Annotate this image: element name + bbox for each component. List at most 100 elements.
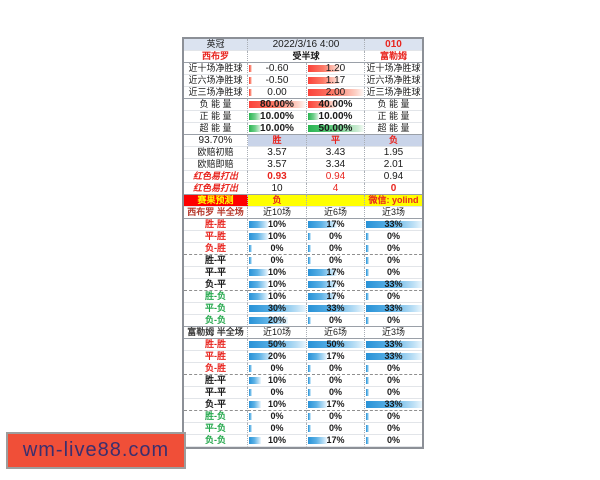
- percent-bar: [249, 401, 261, 408]
- percent-cell-text: 0%: [386, 387, 400, 397]
- percent-bar: [249, 353, 273, 360]
- away-halffull-section: 富勒姆 半全场 近10场 近6场 近3场 胜-胜 50% 50% 33% 平-胜 20% 17% 33…: [184, 327, 422, 447]
- netgoal-away-bar: [308, 65, 343, 72]
- percent-cell: 0%: [365, 243, 422, 255]
- netgoal-away-value: 2.00: [307, 87, 365, 99]
- percent-cell-text: 0%: [386, 231, 400, 241]
- energy-home-bar: [249, 101, 306, 108]
- percent-bar: [249, 281, 269, 288]
- percent-bar: [308, 353, 328, 360]
- outcome-label-text: 负-胜: [205, 243, 226, 253]
- netgoal-away-label: 近六场净胜球: [365, 75, 422, 87]
- percent-bar: [249, 245, 252, 252]
- percent-bar: [249, 389, 252, 396]
- outcome-label: 胜-胜: [184, 339, 248, 351]
- percent-cell: 33%: [307, 303, 365, 315]
- odds-value: 3.57: [248, 159, 307, 171]
- percent-bar: [249, 317, 288, 324]
- col-header-draw-label: 平: [330, 135, 340, 145]
- percent-cell: 0%: [365, 411, 422, 423]
- energy-away-value-text: 40.00%: [318, 99, 353, 110]
- energy-home-value-text: 80.00%: [260, 99, 294, 110]
- percent-cell-text: 33%: [384, 219, 403, 229]
- away-team-name: 富勒姆: [379, 51, 407, 61]
- outcome-label-text: 平-胜: [205, 231, 226, 241]
- percent-bar: [249, 341, 306, 348]
- percent-cell: 0%: [365, 291, 422, 303]
- percent-cell: 0%: [365, 423, 422, 435]
- percent-cell-text: 0%: [328, 363, 342, 373]
- percent-bar: [366, 269, 369, 276]
- energy-home-bar: [249, 113, 261, 120]
- outcome-label: 胜-平: [184, 255, 248, 267]
- energy-away-bar: [308, 125, 364, 132]
- wdl-header-row: 93.70% 胜 平 负: [184, 135, 422, 147]
- outcome-label: 平-胜: [184, 231, 248, 243]
- league-cell: 英冠: [184, 39, 248, 51]
- percent-cell: 0%: [307, 363, 365, 375]
- confidence-value: 93.70%: [198, 135, 233, 146]
- netgoal-away-label-text: 近六场净胜球: [366, 75, 421, 85]
- percent-bar: [366, 401, 422, 408]
- percent-bar: [366, 425, 369, 432]
- percent-bar: [366, 233, 369, 240]
- energy-away-label: 正 能 量: [365, 111, 422, 123]
- netgoal-home-label: 近六场净胜球: [184, 75, 248, 87]
- range-col-header-text: 近6场: [323, 327, 347, 337]
- odds-value-text: 2.01: [383, 159, 404, 170]
- percent-cell-text: 0%: [386, 363, 400, 373]
- outcome-label-text: 胜-胜: [205, 339, 226, 349]
- percent-cell: 10%: [248, 279, 307, 291]
- percent-cell: 0%: [307, 375, 365, 387]
- outcome-label: 平-平: [184, 387, 248, 399]
- percent-bar: [308, 413, 311, 420]
- netgoal-home-label-text: 近六场净胜球: [188, 75, 243, 85]
- percent-cell-text: 0%: [270, 411, 284, 421]
- netgoal-home-bar: [249, 89, 252, 96]
- handicap-label: 受半球: [292, 51, 320, 61]
- energy-away-value-text: 50.00%: [318, 123, 353, 134]
- percent-bar: [308, 437, 328, 444]
- energy-home-value: 10.00%: [248, 123, 307, 135]
- odds-value: 2.01: [365, 159, 422, 171]
- percent-cell: 17%: [307, 351, 365, 363]
- netgoal-away-bar: [308, 77, 342, 84]
- percent-cell-text: 0%: [386, 315, 400, 325]
- percent-cell-text: 33%: [384, 303, 403, 313]
- energy-home-value: 10.00%: [248, 111, 307, 123]
- outcome-label-text: 胜-平: [205, 375, 226, 385]
- prediction-row: 赛果预测 负 微信: yolind: [184, 195, 422, 207]
- percent-cell-text: 33%: [326, 303, 345, 313]
- percent-bar: [249, 269, 269, 276]
- confidence-cell: 93.70%: [184, 135, 248, 147]
- range-col-header: 近3场: [365, 207, 422, 219]
- prediction-table: 英冠 2022/3/16 4:00 010 西布罗 受半球 富勒姆 近十场净胜球…: [182, 37, 424, 449]
- watermark-text: wm-live88.com: [22, 439, 170, 461]
- odds-row-label: 欧赔初赔: [184, 147, 248, 159]
- percent-cell: 10%: [248, 399, 307, 411]
- netgoal-home-value-text: -0.50: [265, 75, 289, 86]
- range-col-header: 近3场: [365, 327, 422, 339]
- odds-row-label-text: 欧赔即赔: [197, 159, 234, 169]
- percent-cell: 33%: [365, 351, 422, 363]
- outcome-label: 负-负: [184, 315, 248, 327]
- percent-cell-text: 0%: [386, 435, 400, 445]
- percent-bar: [249, 221, 269, 228]
- energy-home-value: 80.00%: [248, 99, 307, 111]
- netgoal-home-label-text: 近三场净胜球: [188, 87, 243, 97]
- netgoal-home-value: -0.60: [248, 63, 307, 75]
- outcome-label-text: 负-负: [205, 315, 226, 325]
- netgoal-away-label: 近三场净胜球: [365, 87, 422, 99]
- section-team-label: 富勒姆 半全场: [184, 327, 248, 339]
- netgoal-away-label: 近十场净胜球: [365, 63, 422, 75]
- outcome-label-text: 胜-负: [205, 411, 226, 421]
- percent-cell: 10%: [248, 375, 307, 387]
- percent-cell-text: 0%: [270, 363, 284, 373]
- percent-cell: 0%: [365, 231, 422, 243]
- odds-value: 3.57: [248, 147, 307, 159]
- energy-away-value: 40.00%: [307, 99, 365, 111]
- percent-cell: 17%: [307, 219, 365, 231]
- percent-cell-text: 33%: [384, 339, 403, 349]
- odds-value: 0.94: [365, 171, 422, 183]
